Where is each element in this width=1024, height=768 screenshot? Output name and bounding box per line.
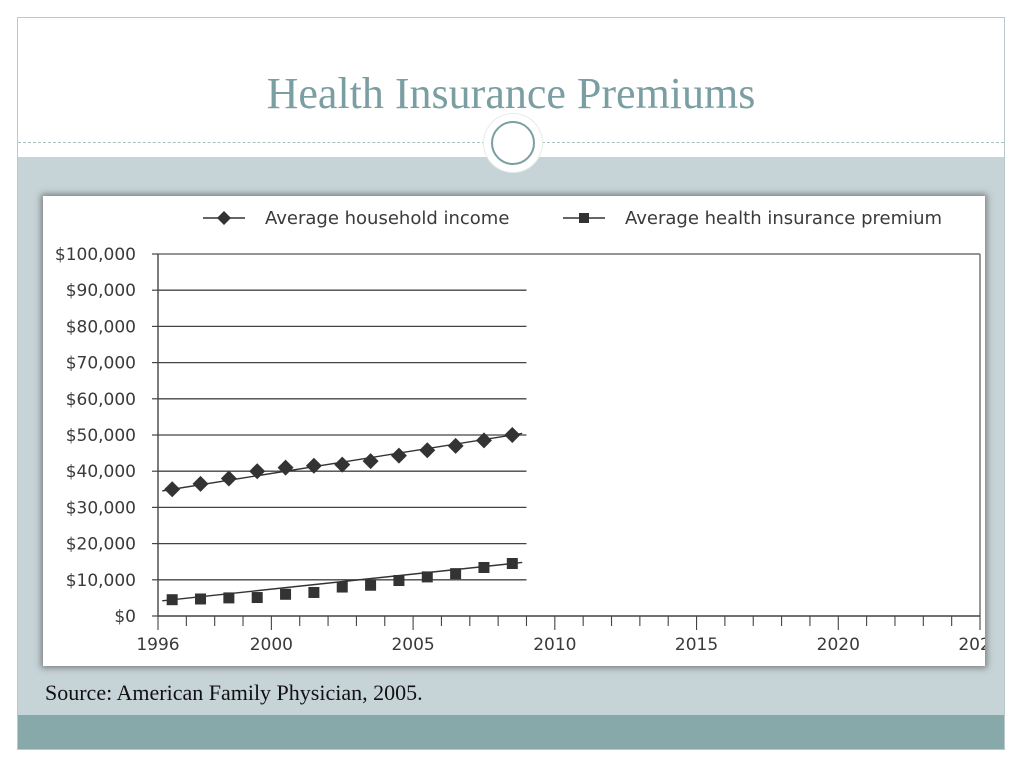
point-household-income <box>220 470 237 487</box>
line-chart: $0 $10,000 $20,000 $30,000 $40,000 $50,000 $60… <box>55 208 985 655</box>
y-tick-label: $30,000 <box>66 498 136 518</box>
x-tick-label: 2010 <box>533 635 576 655</box>
point-household-income <box>475 432 492 449</box>
y-tick-label: $80,000 <box>66 317 136 337</box>
point-insurance-premium <box>336 581 348 593</box>
point-household-income <box>164 481 181 498</box>
point-insurance-premium <box>450 568 462 580</box>
point-household-income <box>249 463 266 480</box>
y-tick-label: $70,000 <box>66 354 136 374</box>
point-insurance-premium <box>251 592 263 604</box>
point-insurance-premium <box>166 594 178 606</box>
chart-frame: $0 $10,000 $20,000 $30,000 $40,000 $50,000 $60… <box>43 196 985 666</box>
point-insurance-premium <box>506 558 518 570</box>
source-caption: Source: American Family Physician, 2005. <box>45 680 423 705</box>
circle-ornament-ring <box>491 121 535 165</box>
x-tick-label: 2005 <box>391 635 434 655</box>
point-household-income <box>447 437 464 454</box>
point-insurance-premium <box>195 593 207 605</box>
point-household-income <box>504 427 521 443</box>
slide: Health Insurance Premiums $0 $10,000 $20,0… <box>17 17 1005 750</box>
point-household-income <box>334 456 351 473</box>
legend-marker-square <box>579 213 589 223</box>
point-insurance-premium <box>280 588 292 600</box>
y-tick-label: $0 <box>114 607 136 627</box>
legend-marker-diamond <box>217 211 231 225</box>
point-insurance-premium <box>393 575 405 587</box>
x-tick-label: 2020 <box>817 635 860 655</box>
y-tick-label: $60,000 <box>66 390 136 410</box>
x-tick-label: 2025 <box>958 635 985 655</box>
point-household-income <box>362 453 379 470</box>
point-insurance-premium <box>365 579 377 591</box>
point-insurance-premium <box>421 571 433 583</box>
point-household-income <box>277 459 294 476</box>
legend-label: Average household income <box>265 208 509 229</box>
point-household-income <box>192 475 209 492</box>
point-insurance-premium <box>308 586 320 598</box>
point-insurance-premium <box>478 561 490 573</box>
y-tick-label: $90,000 <box>66 281 136 301</box>
slide-title: Health Insurance Premiums <box>266 69 756 118</box>
y-tick-label: $20,000 <box>66 535 136 555</box>
point-household-income <box>305 457 322 474</box>
y-tick-label: $50,000 <box>66 426 136 446</box>
y-tick-label: $10,000 <box>66 571 136 591</box>
y-tick-label: $40,000 <box>66 462 136 482</box>
y-tick-label: $100,000 <box>55 245 136 265</box>
legend-label: Average health insurance premium <box>625 208 942 229</box>
point-household-income <box>419 442 436 459</box>
x-tick-label: 1996 <box>136 635 179 655</box>
point-insurance-premium <box>223 592 235 604</box>
footer-band <box>18 715 1004 749</box>
circle-ornament <box>484 114 542 172</box>
x-tick-label: 2000 <box>250 635 293 655</box>
x-tick-label: 2015 <box>675 635 718 655</box>
point-household-income <box>390 447 407 464</box>
